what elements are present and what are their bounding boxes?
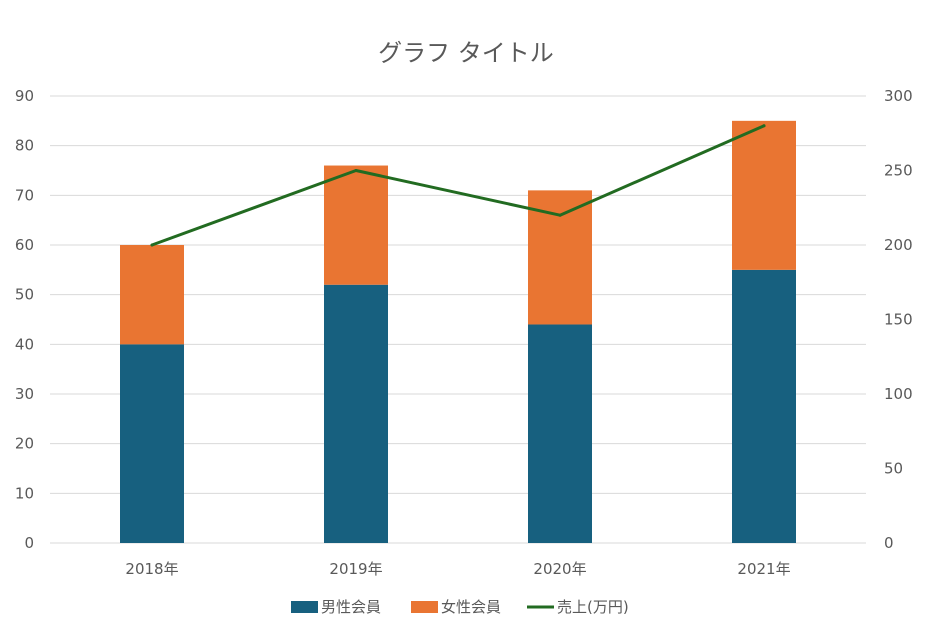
- bar-female-members: [732, 120, 796, 270]
- right-axis-tick-label: 250: [884, 162, 913, 180]
- left-axis-tick-label: 10: [15, 484, 34, 502]
- sales-line-layer: [150, 124, 766, 247]
- right-axis-tick-label: 100: [884, 385, 913, 403]
- left-axis-tick-label: 80: [15, 137, 34, 155]
- bar-male-members: [732, 269, 796, 543]
- bar-male-members: [528, 324, 592, 543]
- left-axis-tick-label: 20: [15, 435, 34, 453]
- gridlines: [50, 95, 866, 544]
- left-axis-tick-label: 50: [15, 286, 34, 304]
- sales-point: [150, 243, 154, 247]
- bar-female-members: [120, 245, 184, 345]
- x-axis-tick-label: 2018年: [125, 560, 178, 578]
- sales-point: [558, 213, 562, 217]
- bar-male-members: [324, 284, 388, 543]
- x-axis-tick-label: 2020年: [533, 560, 586, 578]
- legend: 男性会員 女性会員 売上(万円): [291, 598, 629, 616]
- right-y-axis: 0 50 100 150 200 250 300: [884, 87, 913, 552]
- bar-female-members: [324, 165, 388, 285]
- right-axis-tick-label: 200: [884, 236, 913, 254]
- legend-label: 男性会員: [321, 598, 381, 616]
- legend-swatch: [291, 601, 318, 613]
- left-axis-tick-label: 30: [15, 385, 34, 403]
- right-axis-tick-label: 300: [884, 87, 913, 105]
- left-axis-tick-label: 0: [24, 534, 34, 552]
- left-axis-tick-label: 40: [15, 335, 34, 353]
- legend-label: 女性会員: [441, 598, 501, 616]
- left-axis-tick-label: 60: [15, 236, 34, 254]
- legend-swatch: [411, 601, 438, 613]
- left-axis-tick-label: 70: [15, 186, 34, 204]
- x-axis-tick-label: 2019年: [329, 560, 382, 578]
- right-axis-tick-label: 50: [884, 460, 903, 478]
- sales-point: [354, 169, 358, 172]
- chart-title: グラフ タイトル: [378, 39, 554, 67]
- right-axis-tick-label: 150: [884, 311, 913, 329]
- x-axis: 2018年 2019年 2020年 2021年: [125, 560, 790, 578]
- bar-male-members: [120, 344, 184, 543]
- left-axis-tick-label: 90: [15, 87, 34, 105]
- sales-point: [762, 124, 766, 128]
- bars: [120, 120, 796, 543]
- sales-line: [150, 124, 766, 247]
- bar-female-members: [528, 190, 592, 325]
- legend-label: 売上(万円): [557, 598, 629, 616]
- left-y-axis: 0 10 20 30 40 50 60 70 80 90: [15, 87, 34, 552]
- right-axis-tick-label: 0: [884, 534, 894, 552]
- x-axis-tick-label: 2021年: [737, 560, 790, 578]
